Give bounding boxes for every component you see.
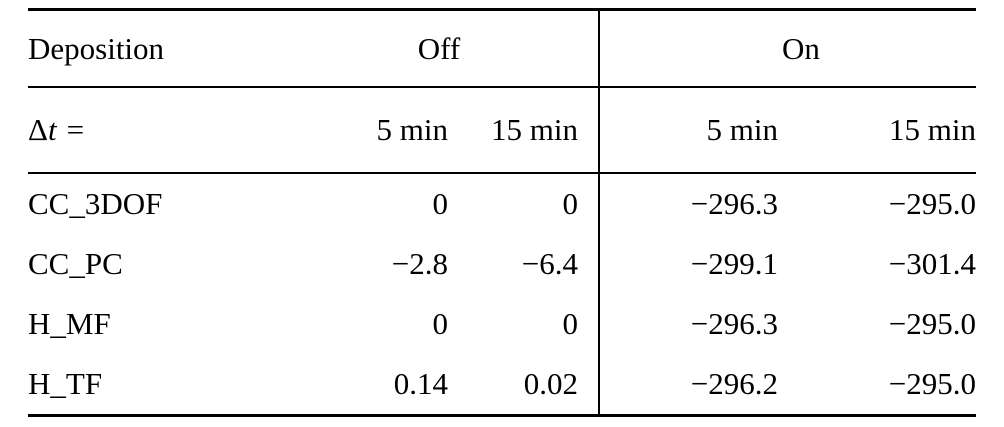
cell-off-15min: −6.4 — [521, 246, 578, 281]
cell-on-5min: −296.2 — [598, 354, 778, 414]
row-label: CC_3DOF — [28, 186, 163, 221]
delta-symbol: Δ — [28, 112, 48, 147]
row-label: H_MF — [28, 306, 111, 341]
cell-on-15min: −295.0 — [888, 306, 976, 341]
cell-on-15min: −301.4 — [888, 246, 976, 281]
rule-top — [28, 8, 976, 11]
equals-sign: = — [66, 112, 85, 147]
cell-on-15min: −295.0 — [888, 186, 976, 221]
cell-off-5min: 0 — [432, 186, 449, 221]
row-label: CC_PC — [28, 246, 123, 281]
rule-under-header — [28, 86, 976, 88]
cell-on-5min: −299.1 — [598, 234, 778, 294]
cell-on-15min: −295.0 — [888, 366, 976, 401]
subheader-on-15min: 15 min — [889, 112, 976, 147]
cell-on-5min: −296.3 — [598, 174, 778, 234]
cell-off-15min: 0.02 — [523, 366, 578, 401]
row-label: H_TF — [28, 366, 103, 401]
rule-bottom — [28, 414, 976, 417]
subheader-off-15min: 15 min — [491, 112, 578, 147]
time-variable: t — [47, 112, 57, 147]
cell-off-5min: 0.14 — [393, 366, 448, 401]
cell-off-5min: −2.8 — [391, 246, 448, 281]
cell-off-5min: 0 — [432, 306, 449, 341]
cell-off-15min: 0 — [562, 186, 579, 221]
header-group-on: On — [598, 11, 976, 86]
header-deposition: Deposition — [28, 30, 165, 66]
cell-off-15min: 0 — [562, 306, 579, 341]
rule-under-subheader — [28, 172, 976, 174]
cell-on-5min: −296.3 — [598, 294, 778, 354]
subheader-off-5min: 5 min — [376, 112, 448, 147]
subheader-on-5min: 5 min — [598, 88, 778, 172]
header-group-off: Off — [417, 30, 461, 66]
